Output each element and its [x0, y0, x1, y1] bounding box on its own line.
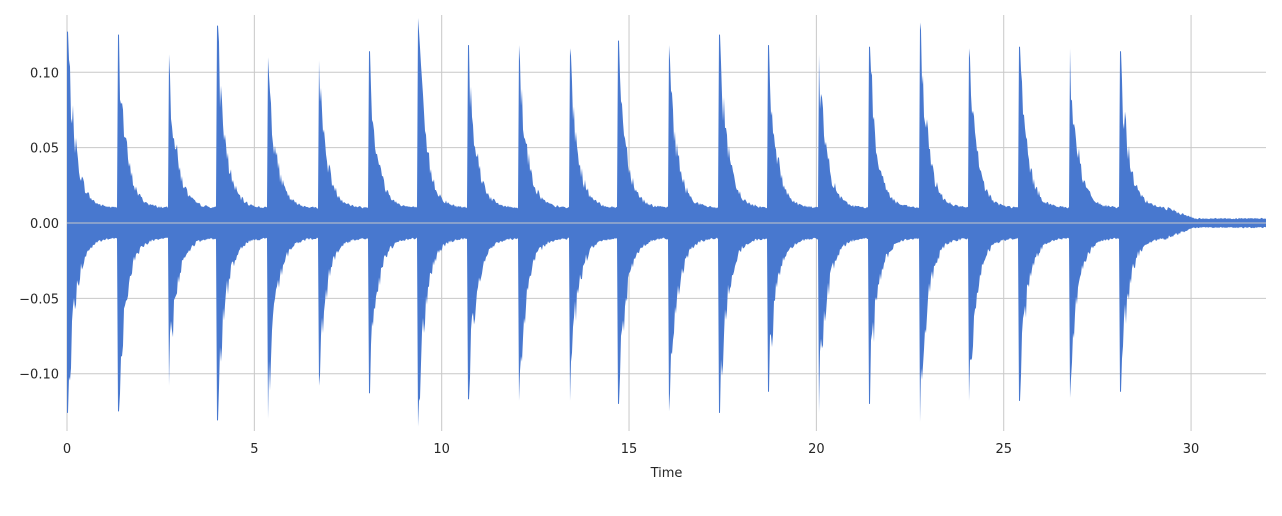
x-tick-labels: 0 5 10 15 20 25 30 [63, 442, 1199, 457]
y-tick-label: 0.00 [30, 217, 59, 232]
x-tick-label: 5 [250, 442, 258, 457]
y-tick-label: −0.10 [19, 368, 59, 383]
x-tick-label: 25 [995, 442, 1012, 457]
y-tick-label: −0.05 [19, 292, 59, 307]
x-axis-label: Time [650, 466, 683, 481]
x-tick-label: 15 [621, 442, 638, 457]
y-tick-label: 0.10 [30, 66, 59, 81]
x-tick-label: 20 [808, 442, 825, 457]
x-tick-label: 10 [433, 442, 450, 457]
y-tick-labels: 0.10 0.05 0.00 −0.05 −0.10 [19, 66, 59, 382]
x-tick-label: 0 [63, 442, 71, 457]
waveform-plot [67, 18, 1266, 427]
waveform-series [67, 18, 1266, 427]
x-tick-label: 30 [1183, 442, 1200, 457]
y-tick-label: 0.05 [30, 142, 59, 157]
